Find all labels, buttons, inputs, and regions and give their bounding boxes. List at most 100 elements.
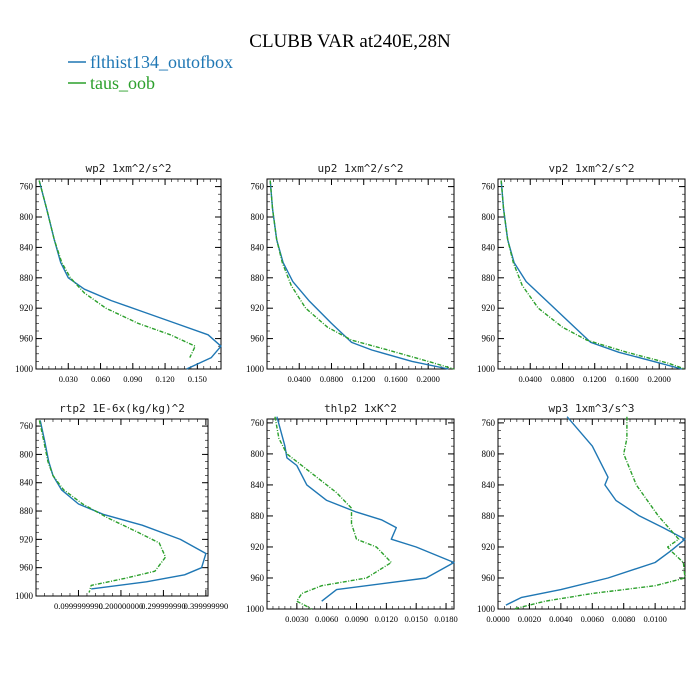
y-tick-label: 760 — [20, 182, 34, 192]
series-line-flthist134 — [500, 180, 682, 370]
y-tick-label: 840 — [482, 242, 496, 252]
y-tick-label: 760 — [251, 182, 265, 192]
legend-label-1: flthist134_outofbox — [90, 52, 233, 72]
series-line-taus-oob — [38, 180, 196, 358]
panel-4: rtp2 1E-6x(kg/kg)^2 760 800 840 880 920 960 100… — [15, 402, 228, 611]
y-tick-label: 800 — [20, 449, 34, 459]
x-tick-label: 0.0180 — [434, 614, 457, 624]
y-tick-label: 920 — [251, 303, 265, 313]
series-line-taus-oob — [274, 416, 392, 610]
y-tick-label: 960 — [20, 563, 34, 573]
panel-3: vp2 1xm^2/s^2 760 800 840 880 920 960 1000 0.040… — [477, 162, 686, 384]
x-tick-label: 0.1600 — [615, 374, 638, 384]
x-tick-label: 0.299999990 — [141, 601, 186, 611]
x-tick-label: 0.0040 — [549, 614, 572, 624]
x-tick-label: 0.0999999990 — [54, 601, 103, 611]
panel-2: up2 1xm^2/s^2 760 800 840 880 920 960 1000 0.040… — [246, 162, 455, 384]
series-line-taus-oob — [513, 416, 686, 610]
legend-label-2: taus_oob — [90, 73, 155, 93]
y-tick-label: 840 — [482, 480, 496, 490]
y-tick-label: 920 — [251, 542, 265, 552]
y-tick-label: 840 — [20, 242, 34, 252]
y-tick-label: 800 — [482, 212, 496, 222]
y-tick-label: 960 — [20, 334, 34, 344]
panels: wp2 1xm^2/s^2 760 800 840 880 920 960 1000 0.030… — [15, 162, 686, 624]
x-tick-label: 0.0090 — [345, 614, 368, 624]
y-tick-label: 920 — [20, 534, 34, 544]
y-tick-label: 760 — [20, 421, 34, 431]
y-tick-label: 920 — [20, 303, 34, 313]
series-line-flthist134 — [276, 416, 455, 602]
series-line-flthist134 — [505, 416, 686, 606]
y-tick-label: 960 — [251, 334, 265, 344]
y-tick-label: 880 — [251, 273, 265, 283]
y-tick-label: 880 — [20, 273, 34, 283]
x-tick-label: 0.1600 — [384, 374, 407, 384]
plot-frame — [497, 418, 686, 610]
panel-title: rtp2 1E-6x(kg/kg)^2 — [59, 402, 185, 415]
x-tick-label: 0.0400 — [519, 374, 542, 384]
panel-title: up2 1xm^2/s^2 — [317, 162, 403, 175]
x-tick-label: 0.0080 — [612, 614, 635, 624]
panel-5: thlp2 1xK^2 760 800 840 880 920 960 1000 0.0030 0… — [246, 402, 458, 624]
y-tick-label: 880 — [251, 511, 265, 521]
x-tick-label: 0.0800 — [320, 374, 343, 384]
x-tick-label: 0.0030 — [285, 614, 308, 624]
panel-title: thlp2 1xK^2 — [324, 402, 397, 415]
x-tick-label: 0.120 — [156, 374, 175, 384]
x-tick-label: 0.2000 — [417, 374, 440, 384]
y-tick-label: 840 — [20, 478, 34, 488]
plot-frame — [35, 178, 222, 370]
panel-title: wp3 1xm^3/s^3 — [548, 402, 634, 415]
x-tick-label: 0.0100 — [643, 614, 666, 624]
y-tick-label: 800 — [20, 212, 34, 222]
series-line-flthist134 — [39, 420, 207, 590]
x-tick-label: 0.200000000 — [99, 601, 144, 611]
x-tick-label: 0.0120 — [375, 614, 398, 624]
x-tick-label: 0.0060 — [581, 614, 604, 624]
panel-title: vp2 1xm^2/s^2 — [548, 162, 634, 175]
y-tick-label: 760 — [251, 418, 265, 428]
y-tick-label: 840 — [251, 242, 265, 252]
series-line-flthist134 — [269, 180, 449, 370]
x-tick-label: 0.0800 — [551, 374, 574, 384]
x-tick-label: 0.1200 — [352, 374, 375, 384]
y-tick-label: 800 — [251, 449, 265, 459]
panel-6: wp3 1xm^3/s^3 760 800 840 880 920 960 10000.000… — [477, 402, 686, 624]
y-tick-label: 1000 — [477, 604, 496, 614]
y-tick-label: 1000 — [477, 364, 496, 374]
panel-1: wp2 1xm^2/s^2 760 800 840 880 920 960 1000 0.030… — [15, 162, 222, 384]
plot-frame — [35, 418, 209, 597]
y-tick-label: 760 — [482, 418, 496, 428]
figure-title: CLUBB VAR at240E,28N — [249, 31, 451, 52]
y-tick-label: 1000 — [246, 364, 265, 374]
y-tick-label: 800 — [482, 449, 496, 459]
plot-frame — [497, 178, 686, 370]
y-tick-label: 960 — [482, 334, 496, 344]
y-tick-label: 800 — [251, 212, 265, 222]
x-tick-label: 0.0150 — [405, 614, 428, 624]
x-tick-label: 0.0060 — [315, 614, 338, 624]
y-tick-label: 1000 — [15, 364, 34, 374]
x-tick-label: 0.0400 — [288, 374, 311, 384]
panel-title: wp2 1xm^2/s^2 — [85, 162, 171, 175]
series-line-flthist134 — [38, 180, 222, 370]
x-tick-label: 0.060 — [91, 374, 110, 384]
x-tick-label: 0.399999990 — [184, 601, 229, 611]
y-tick-label: 960 — [251, 573, 265, 583]
y-tick-label: 920 — [482, 303, 496, 313]
x-tick-label: 0.0000 — [486, 614, 509, 624]
x-tick-label: 0.1200 — [583, 374, 606, 384]
x-tick-label: 0.030 — [59, 374, 78, 384]
x-tick-label: 0.2000 — [648, 374, 671, 384]
x-tick-label: 0.0020 — [518, 614, 541, 624]
x-tick-label: 0.090 — [123, 374, 142, 384]
legend: flthist134_outofbox taus_oob — [68, 52, 233, 93]
y-tick-label: 880 — [482, 511, 496, 521]
plot-frame — [266, 178, 455, 370]
y-tick-label: 840 — [251, 480, 265, 490]
series-line-taus-oob — [269, 180, 455, 370]
y-tick-label: 880 — [20, 506, 34, 516]
y-tick-label: 880 — [482, 273, 496, 283]
